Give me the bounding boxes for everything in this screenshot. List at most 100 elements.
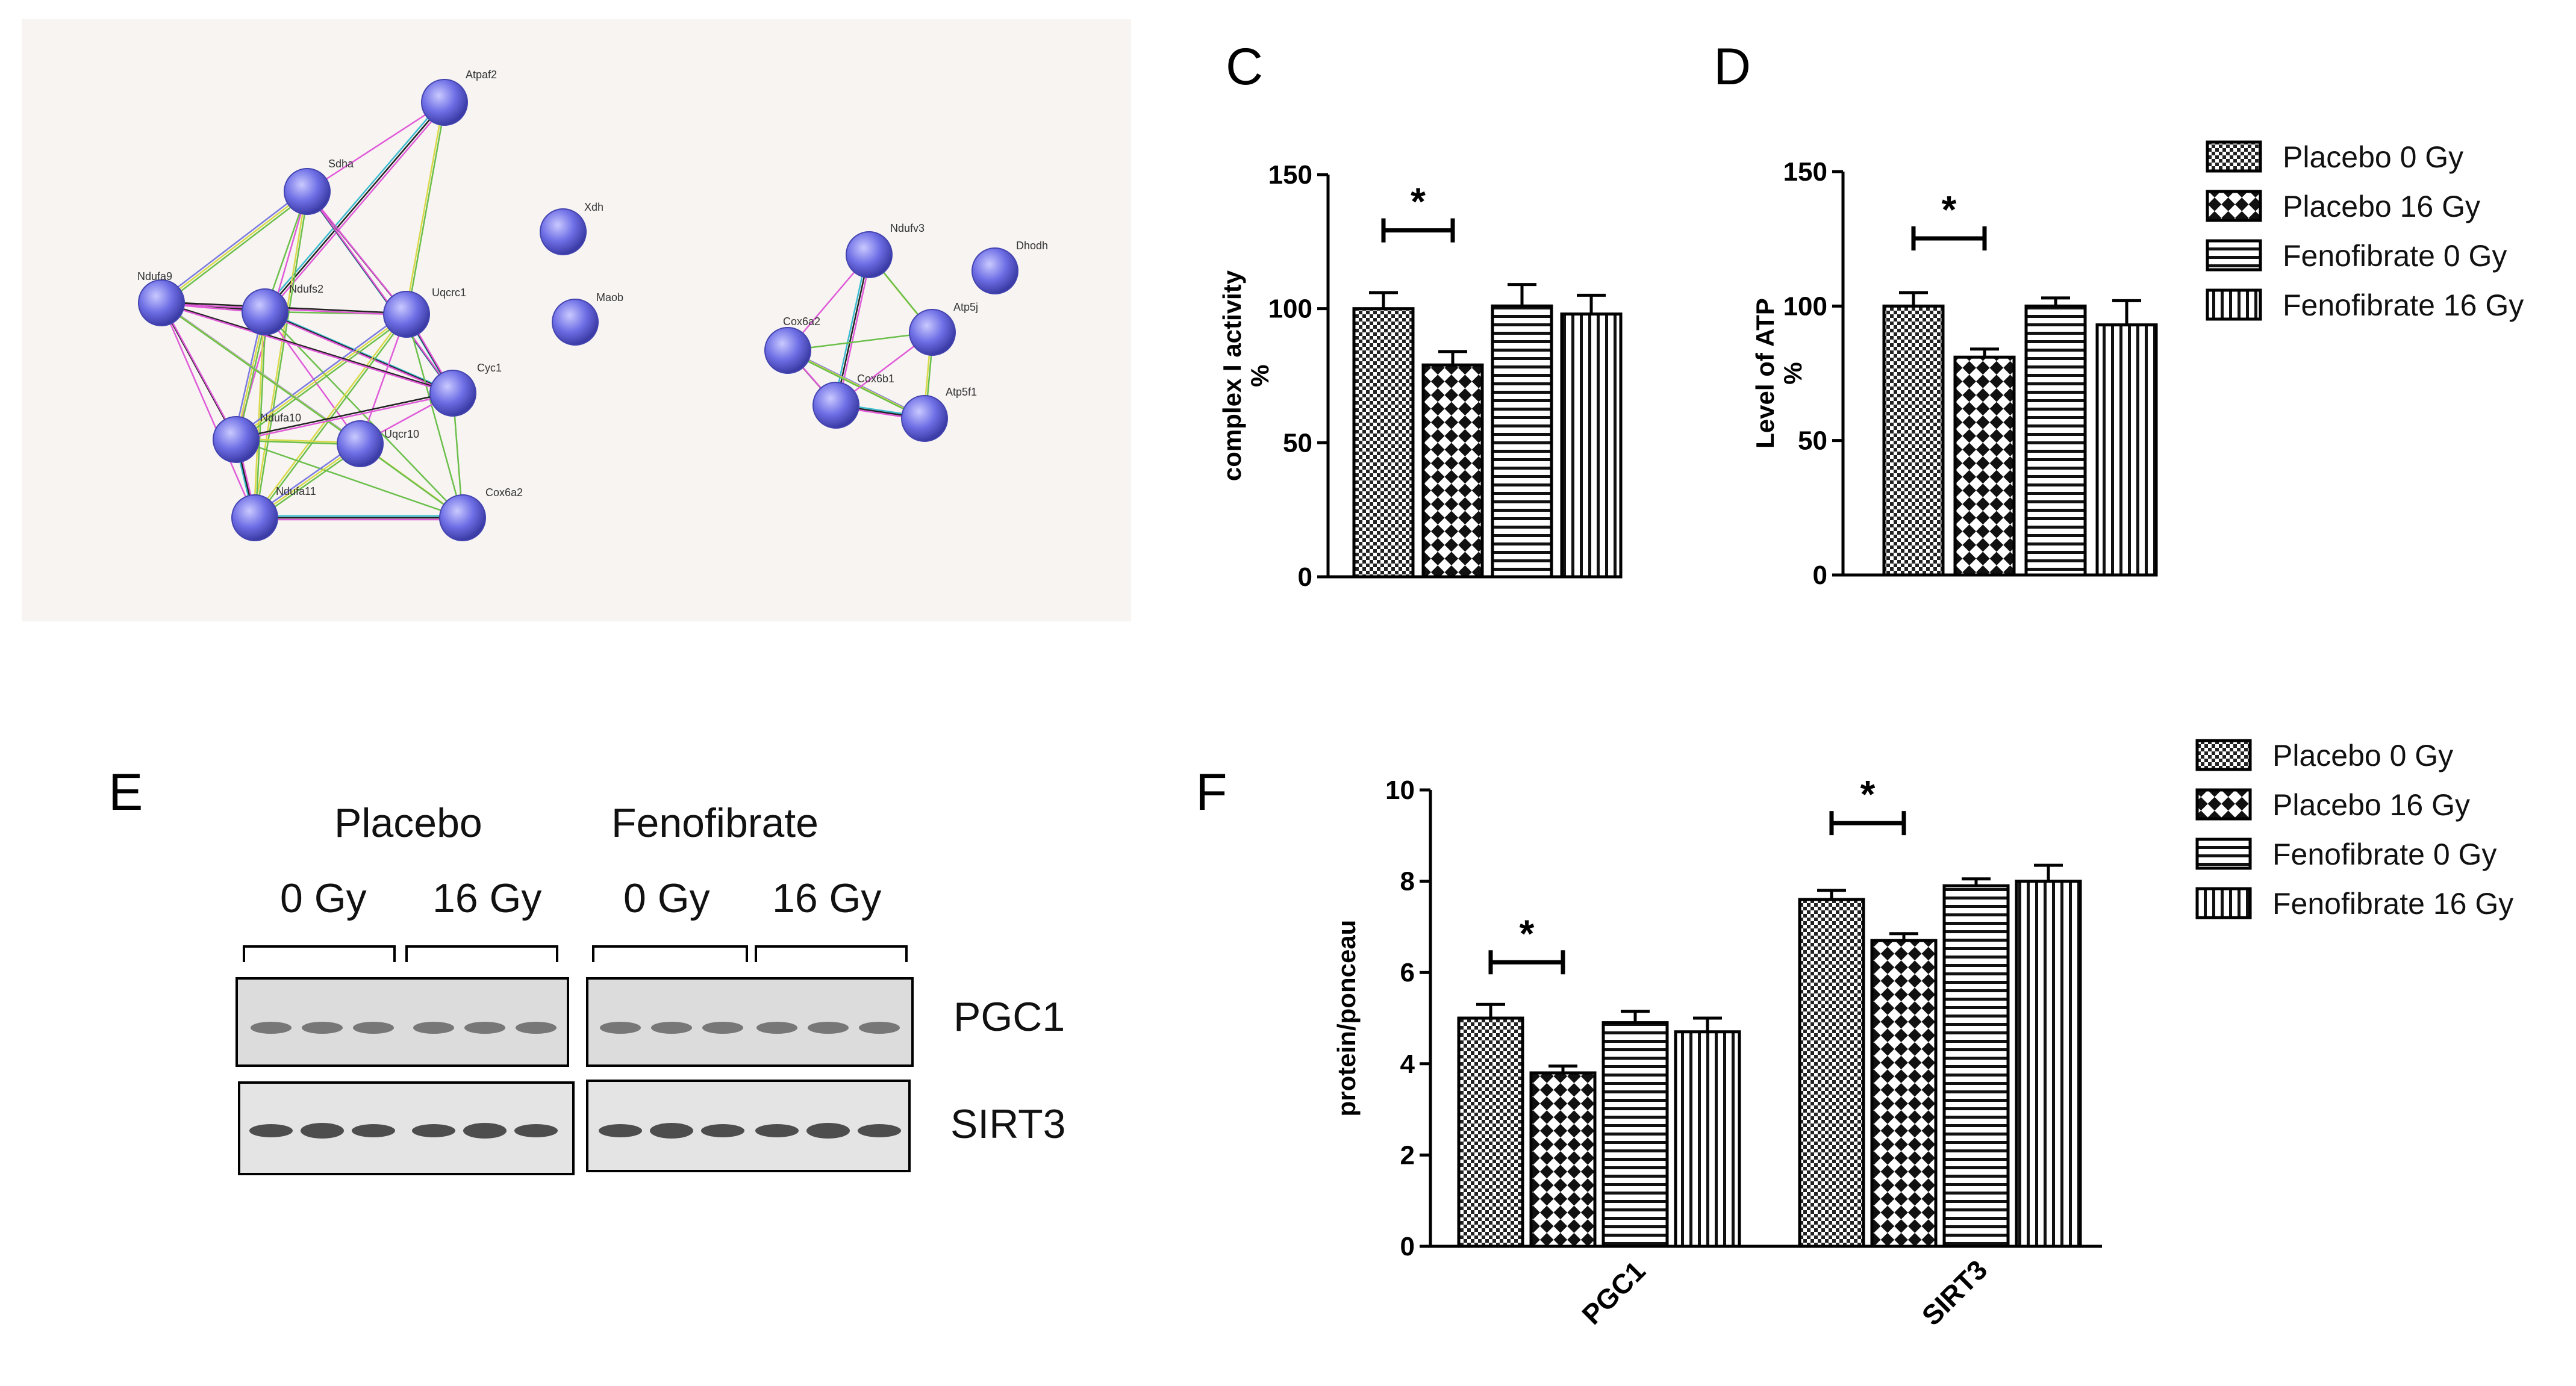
blot-band-sirt3 xyxy=(463,1123,507,1139)
network-a-edge xyxy=(234,311,405,439)
legend-bottom-entry: Fenofibrate 16 Gy xyxy=(2272,887,2513,921)
blot-band-sirt3 xyxy=(599,1124,642,1137)
chart-d-y-label: Level of ATP xyxy=(1751,298,1779,449)
network-a-node xyxy=(138,279,185,326)
network-b-node xyxy=(846,231,893,278)
blot-band-pgc1 xyxy=(702,1022,743,1034)
chart-f-y-tick-label: 6 xyxy=(1400,958,1415,987)
blot-band-pgc1 xyxy=(651,1022,692,1034)
network-a-edge xyxy=(160,302,256,518)
blot-band-sirt3 xyxy=(701,1124,744,1137)
chart-d-sig-star: * xyxy=(1942,188,1957,231)
network-a-edge xyxy=(307,101,445,193)
network-a-edge xyxy=(159,189,306,302)
network-a-edge xyxy=(235,313,407,441)
network-b-node-label: Ndufv3 xyxy=(890,222,925,234)
network-a-edge xyxy=(253,311,265,517)
panel-letter-e: E xyxy=(108,763,143,821)
bracket-fenofibrate-0 xyxy=(592,945,748,962)
network-a-edge xyxy=(163,193,310,305)
chart-d-bar xyxy=(1953,355,2016,577)
chart-d-y-tick-label: 0 xyxy=(1813,561,1827,590)
network-a-edge xyxy=(237,393,454,441)
panel-letter-c: C xyxy=(1226,38,1263,96)
chart-complex-i-activity: 0 50 100 150 complex I activity % * xyxy=(1218,160,1623,592)
chart-c-y-label-unit: % xyxy=(1246,364,1274,387)
chart-f-bar xyxy=(2015,880,2082,1248)
legend-top-entry: Fenofibrate 0 Gy xyxy=(2283,239,2507,273)
chart-f-y-tick-label: 8 xyxy=(1400,867,1415,897)
chart-f-bar xyxy=(1798,898,1865,1248)
blot-label-sirt3: SIRT3 xyxy=(950,1101,1065,1147)
network-b-node xyxy=(971,247,1018,294)
network-a-edge xyxy=(160,301,452,393)
network-a-node xyxy=(231,494,278,541)
network-a-node-label: Cox6a2 xyxy=(485,486,523,499)
blot-band-sirt3 xyxy=(301,1123,344,1139)
blot-band-pgc1 xyxy=(302,1022,343,1034)
chart-c-y-tick-label: 100 xyxy=(1268,294,1312,324)
chart-d-bar xyxy=(2095,323,2158,577)
network-b-node-label: Atp5f1 xyxy=(946,386,977,398)
network-a-edge xyxy=(255,314,408,520)
chart-f-bar xyxy=(1529,1071,1597,1248)
blot-dose-fenofibrate-16: 16 Gy xyxy=(772,875,881,921)
network-b-node xyxy=(764,327,811,374)
chart-f-bar xyxy=(1601,1021,1669,1248)
bracket-placebo-0 xyxy=(243,945,396,962)
chart-c-bar xyxy=(1491,304,1553,579)
network-a-edge xyxy=(253,190,307,517)
network-a-node xyxy=(242,288,288,335)
chart-c-bar xyxy=(1352,307,1415,579)
network-b-edge xyxy=(833,252,869,404)
network-a-edge xyxy=(253,312,407,518)
network-a-edge xyxy=(161,303,238,441)
blot-dose-placebo-16: 16 Gy xyxy=(432,875,541,921)
network-b-node-label: Dhodh xyxy=(1016,240,1048,252)
chart-f-sig-star: * xyxy=(1520,912,1535,955)
legend-bottom-entry: Placebo 0 Gy xyxy=(2272,739,2453,772)
network-b-edge xyxy=(787,349,925,420)
blot-pgc1-left xyxy=(235,977,569,1067)
chart-c-bar xyxy=(1560,312,1623,579)
network-b-node-label: Cox6b1 xyxy=(857,373,894,385)
chart-f-y-label: protein/ponceau xyxy=(1332,920,1361,1117)
chart-c-bar xyxy=(1421,363,1484,579)
network-a-edge xyxy=(163,303,363,447)
network-b-node xyxy=(901,395,948,442)
blot-band-sirt3 xyxy=(858,1124,901,1137)
legend-top-swatch xyxy=(2206,239,2262,272)
chart-f-y-tick-label: 2 xyxy=(1400,1140,1415,1170)
blot-band-pgc1 xyxy=(353,1022,394,1034)
network-a-node-label: Uqcrc1 xyxy=(432,287,466,299)
network-a-node xyxy=(383,291,430,338)
blot-pgc1-right xyxy=(586,977,914,1067)
legend-bottom: Placebo 0 Gy Placebo 16 Gy Fenofibrate 0 G… xyxy=(2195,739,2513,921)
chart-f-y-tick-label: 4 xyxy=(1400,1049,1415,1079)
network-a-node xyxy=(552,299,599,346)
network-a-edge xyxy=(255,192,309,519)
blot-band-sirt3 xyxy=(352,1124,395,1137)
network-a-node-label: Ndufa11 xyxy=(276,485,316,497)
network-a-edge xyxy=(237,315,409,443)
chart-d-y-tick-label: 50 xyxy=(1798,426,1827,456)
blot-band-sirt3 xyxy=(755,1124,799,1137)
legend-top-swatch xyxy=(2206,190,2262,222)
network-a-edge xyxy=(405,314,464,518)
western-blot: Placebo Fenofibrate 0 Gy 16 Gy 0 Gy 16 G… xyxy=(235,800,1065,1175)
network-a-node-label: Atpaf2 xyxy=(466,69,497,81)
legend-top-entry: Fenofibrate 16 Gy xyxy=(2283,288,2524,322)
legend-bottom-swatch xyxy=(2195,788,2252,821)
blot-band-pgc1 xyxy=(413,1022,454,1034)
blot-dose-fenofibrate-0: 0 Gy xyxy=(623,875,710,921)
network-a-edge xyxy=(405,101,444,314)
legend-top-swatch xyxy=(2206,140,2262,173)
chart-f-bar xyxy=(1457,1016,1524,1248)
blot-band-pgc1 xyxy=(808,1022,849,1034)
blot-band-sirt3 xyxy=(412,1124,455,1137)
network-a-node xyxy=(337,420,384,467)
chart-f-sig-star: * xyxy=(1860,772,1876,816)
chart-f-y-tick-label: 0 xyxy=(1400,1232,1415,1261)
network-a-edge xyxy=(266,104,447,314)
panel-letter-d: D xyxy=(1714,38,1751,96)
